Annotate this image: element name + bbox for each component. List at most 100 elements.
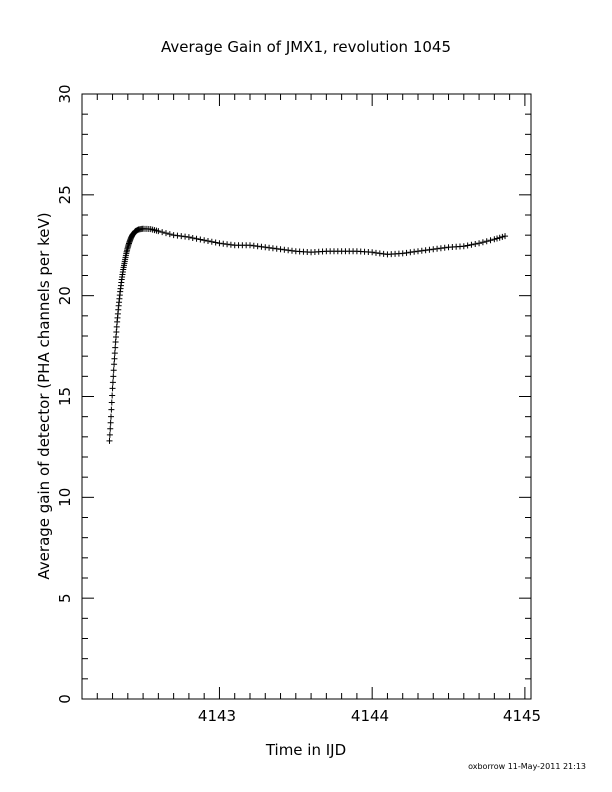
data-point	[411, 248, 418, 255]
data-point	[197, 236, 204, 243]
data-point	[110, 367, 117, 374]
data-point	[496, 234, 503, 241]
y-tick-label: 25	[56, 185, 74, 204]
chart-title: Average Gain of JMX1, revolution 1045	[161, 38, 451, 56]
data-point	[418, 247, 425, 254]
data-point	[499, 233, 506, 240]
plot-frame	[81, 93, 532, 700]
data-point	[437, 245, 444, 252]
data-point	[262, 244, 269, 251]
data-point	[159, 229, 166, 236]
data-point	[285, 247, 292, 254]
data-point	[464, 242, 471, 249]
data-point	[468, 241, 475, 248]
data-point	[369, 249, 376, 256]
data-point	[112, 339, 119, 346]
data-point	[399, 250, 406, 257]
data-point	[250, 242, 257, 249]
data-point	[170, 232, 177, 239]
data-point	[472, 240, 479, 247]
data-point	[277, 246, 284, 253]
y-tick-label: 15	[56, 387, 74, 406]
data-point	[426, 246, 433, 253]
data-point	[494, 235, 501, 242]
data-point	[174, 232, 181, 239]
data-point	[155, 228, 162, 235]
data-point	[434, 245, 441, 252]
data-point	[111, 361, 118, 368]
data-point	[110, 373, 117, 380]
data-point	[193, 235, 200, 242]
data-point	[212, 239, 219, 246]
data-point	[111, 350, 118, 357]
y-tick-label: 30	[56, 84, 74, 103]
data-point	[430, 246, 437, 253]
data-point	[166, 231, 173, 238]
data-point	[254, 243, 261, 250]
data-point	[107, 425, 114, 432]
x-tick-label: 4143	[198, 707, 236, 725]
data-point	[111, 355, 118, 362]
data-point	[246, 242, 253, 249]
data-point	[372, 249, 379, 256]
data-point	[108, 413, 115, 420]
data-point	[380, 250, 387, 257]
y-axis-label: Average gain of detector (PHA channels p…	[35, 212, 53, 579]
data-point	[113, 323, 120, 330]
data-point	[288, 247, 295, 254]
x-axis-ticks	[81, 94, 526, 699]
data-point	[113, 328, 120, 335]
data-point	[208, 238, 215, 245]
data-point	[487, 237, 494, 244]
data-points	[106, 225, 509, 444]
x-tick-label: 4144	[351, 707, 389, 725]
data-point	[106, 431, 113, 438]
y-tick-label: 5	[56, 593, 74, 603]
data-point	[109, 392, 116, 399]
data-point	[491, 236, 498, 243]
data-point	[178, 233, 185, 240]
x-tick-label: 4145	[503, 707, 541, 725]
data-point	[502, 233, 509, 240]
data-point	[414, 248, 421, 255]
data-point	[281, 246, 288, 253]
data-point	[162, 230, 169, 237]
data-point	[109, 385, 116, 392]
data-point	[201, 237, 208, 244]
data-point	[108, 406, 115, 413]
data-point	[108, 399, 115, 406]
data-point	[460, 243, 467, 250]
data-point	[216, 240, 223, 247]
y-tick-label: 0	[56, 694, 74, 704]
data-point	[441, 244, 448, 251]
data-point	[224, 241, 231, 248]
y-tick-label: 10	[56, 488, 74, 507]
footer-credit: oxborrow 11-May-2011 21:13	[468, 762, 586, 771]
data-point	[112, 344, 119, 351]
data-point	[106, 437, 113, 444]
data-point	[220, 240, 227, 247]
data-point	[407, 249, 414, 256]
data-point	[112, 334, 119, 341]
data-point	[476, 240, 483, 247]
data-point	[185, 234, 192, 241]
y-axis-ticks	[82, 93, 531, 700]
data-point	[266, 244, 273, 251]
data-point	[479, 239, 486, 246]
data-point	[273, 245, 280, 252]
data-point	[204, 237, 211, 244]
data-point	[376, 250, 383, 257]
y-tick-label: 20	[56, 286, 74, 305]
data-point	[182, 233, 189, 240]
data-point	[483, 238, 490, 245]
data-point	[227, 241, 234, 248]
x-axis-label: Time in IJD	[265, 741, 346, 759]
data-point	[403, 249, 410, 256]
data-point	[269, 245, 276, 252]
data-point	[422, 247, 429, 254]
data-point	[258, 243, 265, 250]
data-point	[109, 379, 116, 386]
data-point	[189, 234, 196, 241]
data-point	[107, 419, 114, 426]
